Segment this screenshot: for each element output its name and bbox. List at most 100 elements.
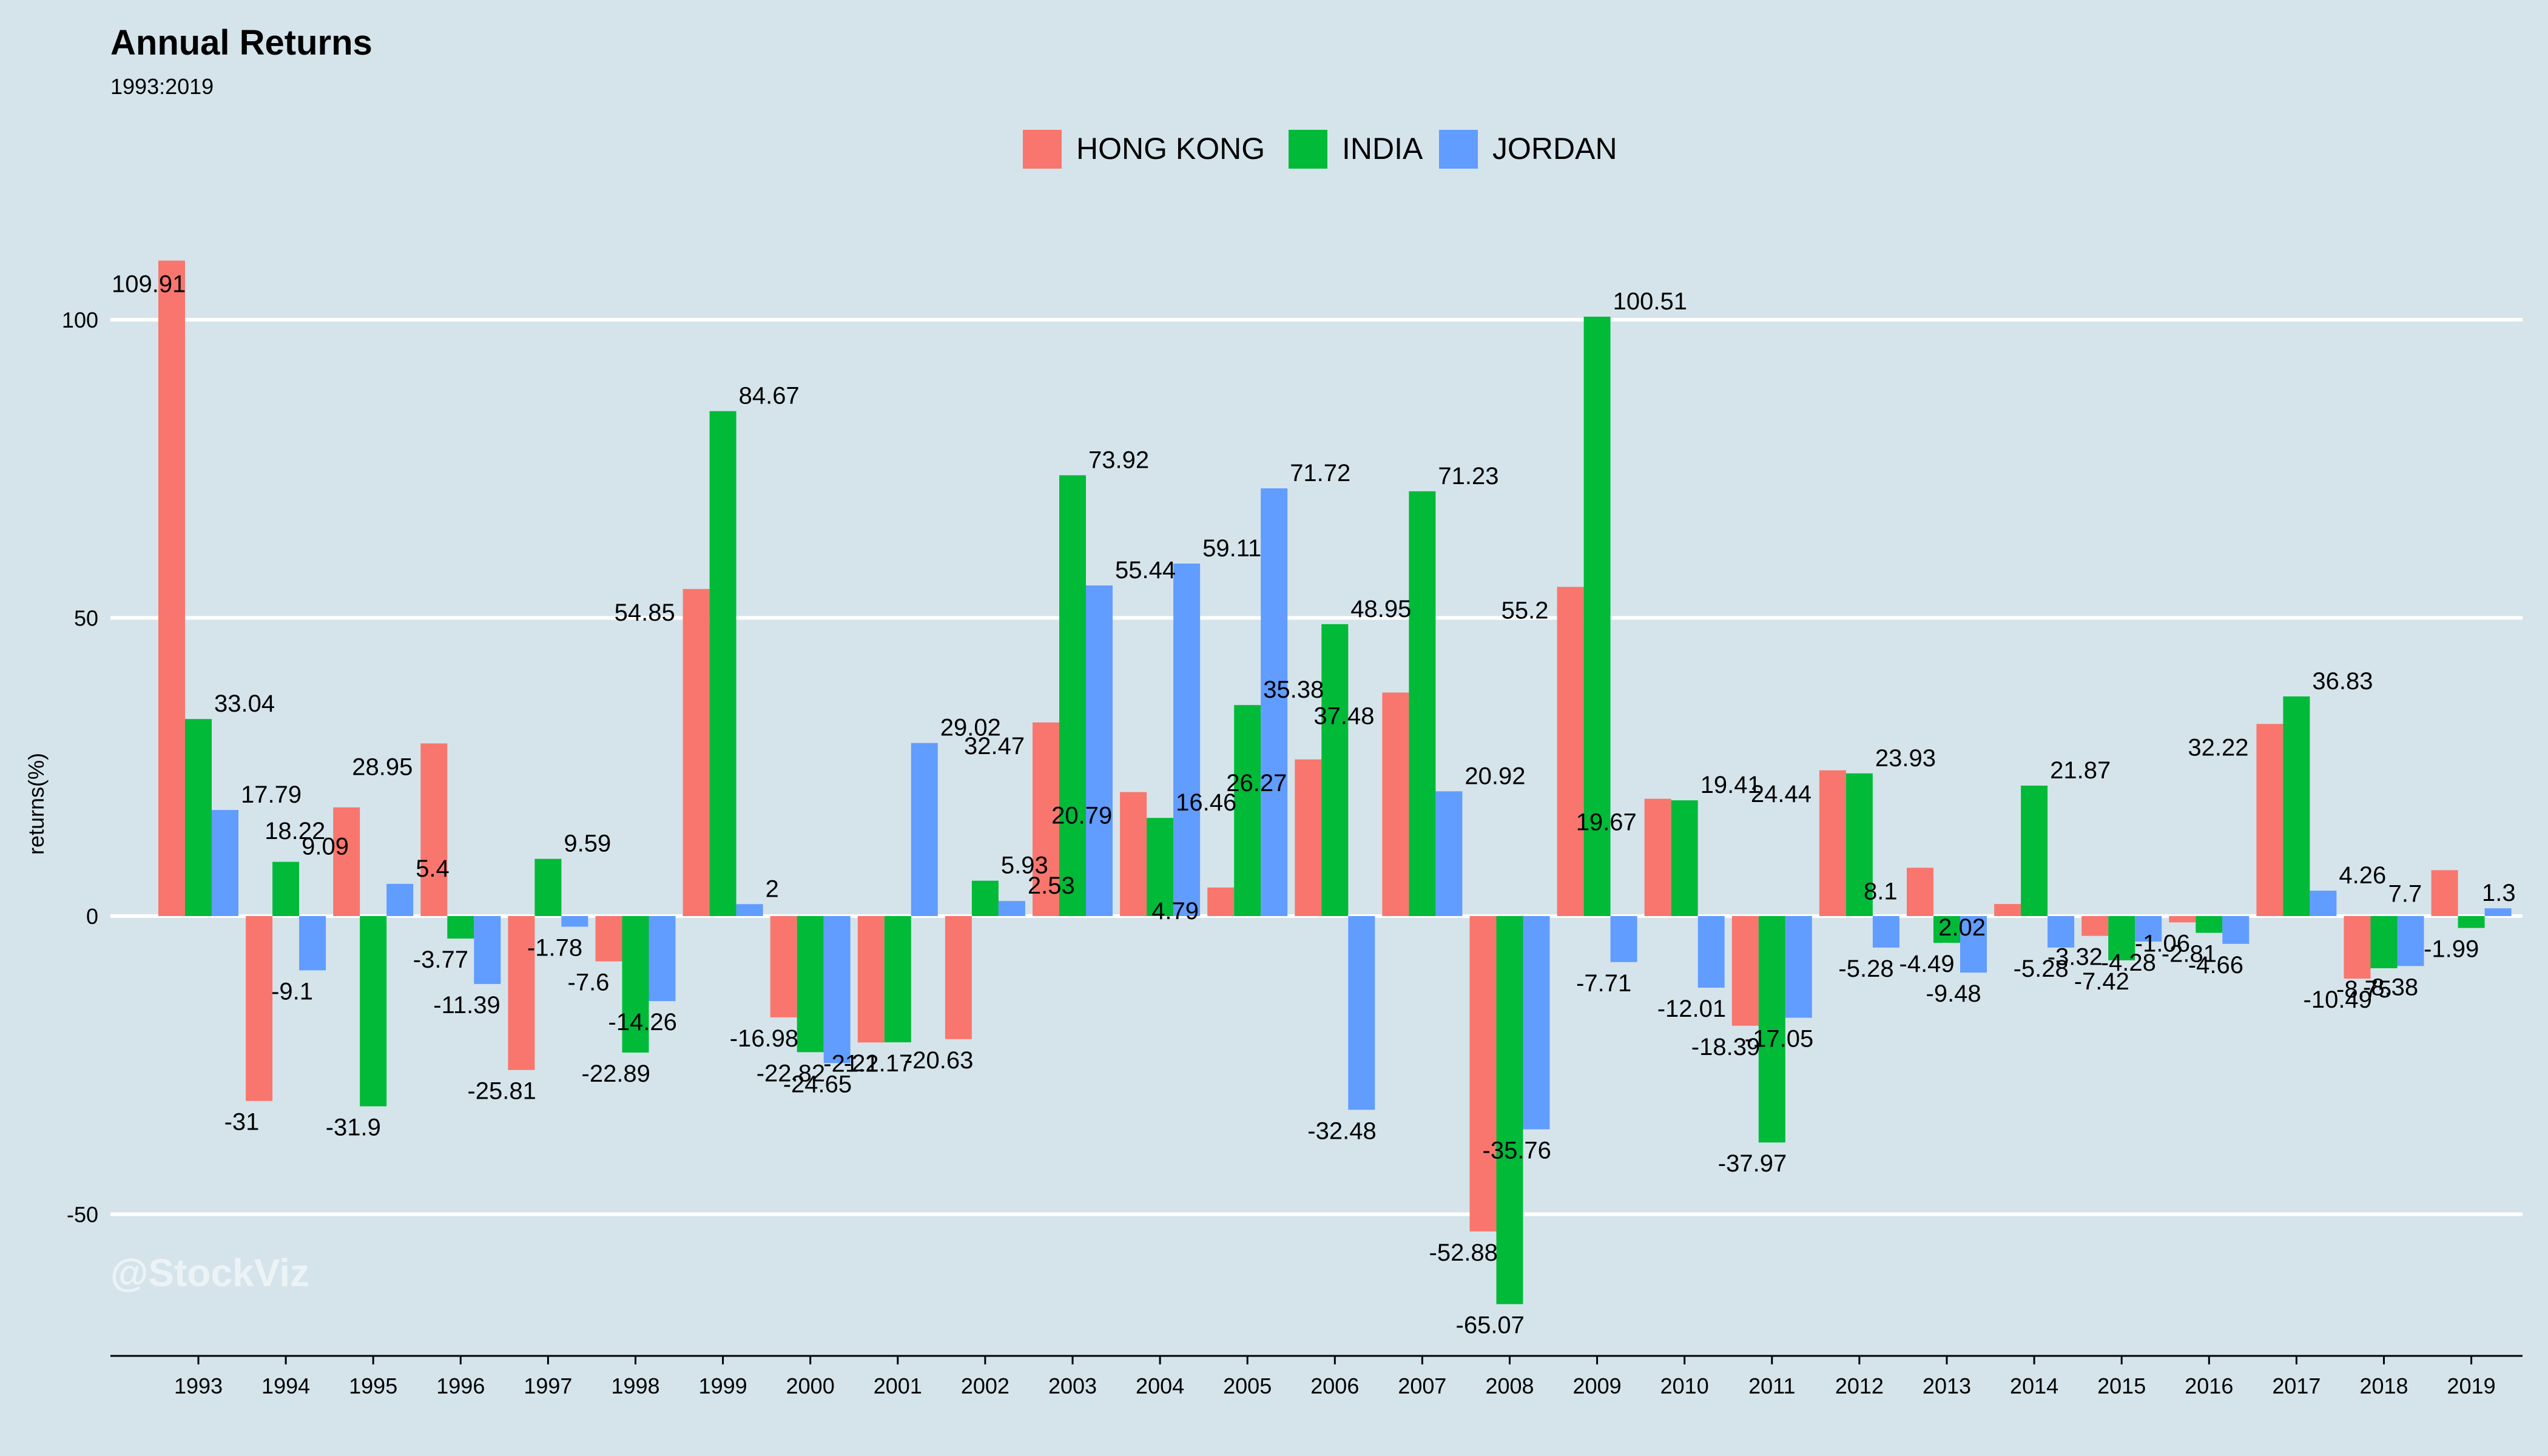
bar-india-2012 [1845,773,1873,916]
bar-india-2003 [1059,475,1086,916]
bar-hong-kong-1996 [420,743,448,916]
y-axis-label: returns(%) [24,753,49,855]
x-tick-label-1994: 1994 [261,1373,310,1398]
bar-hong-kong-2014 [1994,904,2021,916]
bar-india-2018 [2370,916,2398,969]
x-tick-label-2007: 2007 [1398,1373,1446,1398]
bar-hong-kong-2010 [1644,798,1671,916]
data-label-india-2004: 16.46 [1176,789,1236,816]
bar-jordan-2004 [1173,563,1201,916]
bar-hong-kong-1998 [595,916,622,962]
bar-jordan-2009 [1610,916,1637,962]
bar-hong-kong-2009 [1557,587,1584,916]
bar-jordan-2012 [1872,916,1899,948]
x-tick-label-1993: 1993 [174,1373,223,1398]
data-label-india-1999: 84.67 [739,383,800,410]
data-label-hong-kong-2000: -16.98 [730,1025,798,1052]
data-label-india-2011: -37.97 [1718,1150,1787,1177]
x-tick-label-2010: 2010 [1660,1373,1709,1398]
bar-hong-kong-2004 [1120,792,1147,916]
bar-india-2010 [1671,800,1698,916]
data-label-india-2016: -2.81 [2162,941,2217,968]
bar-jordan-2001 [911,743,938,916]
bar-india-2014 [2021,786,2048,916]
bar-jordan-1996 [474,916,501,984]
bar-jordan-2003 [1086,585,1113,916]
legend-label-jordan: JORDAN [1492,132,1617,166]
bar-india-2008 [1496,916,1523,1304]
data-label-hong-kong-2016: -1.06 [2135,930,2190,957]
bar-india-2005 [1234,705,1261,916]
x-tick-label-1995: 1995 [349,1373,397,1398]
data-label-hong-kong-1998: -7.6 [568,969,610,996]
data-label-jordan-1998: -14.26 [608,1009,677,1036]
bar-jordan-2011 [1785,916,1812,1018]
data-label-india-2013: -4.49 [1899,951,1955,977]
data-label-jordan-2019: 1.3 [2482,880,2516,906]
bar-india-2009 [1583,316,1611,916]
data-label-hong-kong-1999: 54.85 [615,599,675,626]
bar-india-2015 [2108,916,2135,960]
bar-jordan-2005 [1261,488,1288,916]
y-tick-label: 50 [74,606,98,631]
bar-hong-kong-2013 [1907,868,1933,916]
data-label-india-2012: 23.93 [1875,745,1936,772]
data-labels: 109.91 -31 18.22 28.95 -25.81 -7.6 54.85 -16.98… [112,271,2516,1339]
bar-india-1996 [447,916,474,939]
data-label-jordan-1995: 5.4 [416,855,450,882]
data-label-india-2017: 36.83 [2312,668,2373,695]
bar-india-2019 [2458,916,2485,928]
data-label-jordan-2013: -9.48 [1926,980,1981,1007]
legend-swatch-hong-kong [1023,130,1062,169]
x-tick-label-2006: 2006 [1310,1373,1359,1398]
data-label-jordan-1997: -1.78 [527,934,582,961]
bar-india-2017 [2283,696,2310,916]
data-label-jordan-2011: -17.05 [1745,1026,1813,1053]
data-label-india-2019: -1.99 [2424,936,2479,963]
bar-hong-kong-2015 [2081,916,2109,936]
bar-hong-kong-2019 [2431,870,2458,916]
data-label-india-2009: 100.51 [1613,288,1687,315]
axes: -50 0 50 100 1993 1994 1995 1996 1997 1998 1999 200… [62,308,2523,1398]
bar-hong-kong-2011 [1731,916,1759,1026]
y-tick-label: 0 [86,904,98,929]
x-tick-label-2008: 2008 [1485,1373,1534,1398]
data-label-jordan-1999: 2 [766,875,779,902]
bar-hong-kong-2001 [857,916,885,1043]
data-label-india-2002: 5.93 [1001,852,1048,879]
bar-hong-kong-2005 [1207,887,1235,916]
data-label-india-2006: 48.95 [1350,596,1411,622]
data-label-jordan-2018: -8.38 [2363,974,2418,1000]
bar-jordan-2015 [2135,916,2162,942]
data-label-hong-kong-2018: -10.49 [2304,986,2372,1013]
bar-hong-kong-2008 [1469,916,1497,1232]
bar-india-1994 [272,861,300,916]
bar-hong-kong-2018 [2344,916,2371,979]
data-label-jordan-1994: -9.1 [271,978,313,1005]
bar-india-2016 [2196,916,2223,933]
bar-hong-kong-2016 [2169,916,2196,923]
data-label-hong-kong-2006: 26.27 [1226,770,1287,797]
bar-jordan-1995 [386,883,414,916]
chart-subtitle: 1993:2019 [110,74,214,99]
bar-india-1993 [185,719,212,916]
data-label-hong-kong-2017: 32.22 [2188,734,2248,761]
bar-jordan-2018 [2397,916,2424,966]
data-label-hong-kong-1996: 28.95 [352,753,413,780]
x-tick-label-2013: 2013 [1923,1373,1971,1398]
data-label-india-1995: -31.9 [326,1114,381,1141]
bar-hong-kong-2002 [945,916,972,1039]
bar-hong-kong-2007 [1382,692,1409,916]
data-label-jordan-2007: 20.92 [1464,763,1525,789]
data-label-jordan-2000: -24.65 [783,1071,852,1097]
x-tick-label-2016: 2016 [2185,1373,2233,1398]
data-label-jordan-2015: -4.28 [2101,949,2156,976]
bar-hong-kong-2000 [770,916,797,1017]
data-label-jordan-2016: -4.66 [2188,952,2243,979]
x-tick-label-2019: 2019 [2447,1373,2496,1398]
bar-jordan-1999 [736,904,763,916]
bar-india-1997 [534,858,562,916]
data-label-jordan-1993: 17.79 [241,781,302,808]
watermark: @StockViz [110,1251,309,1295]
